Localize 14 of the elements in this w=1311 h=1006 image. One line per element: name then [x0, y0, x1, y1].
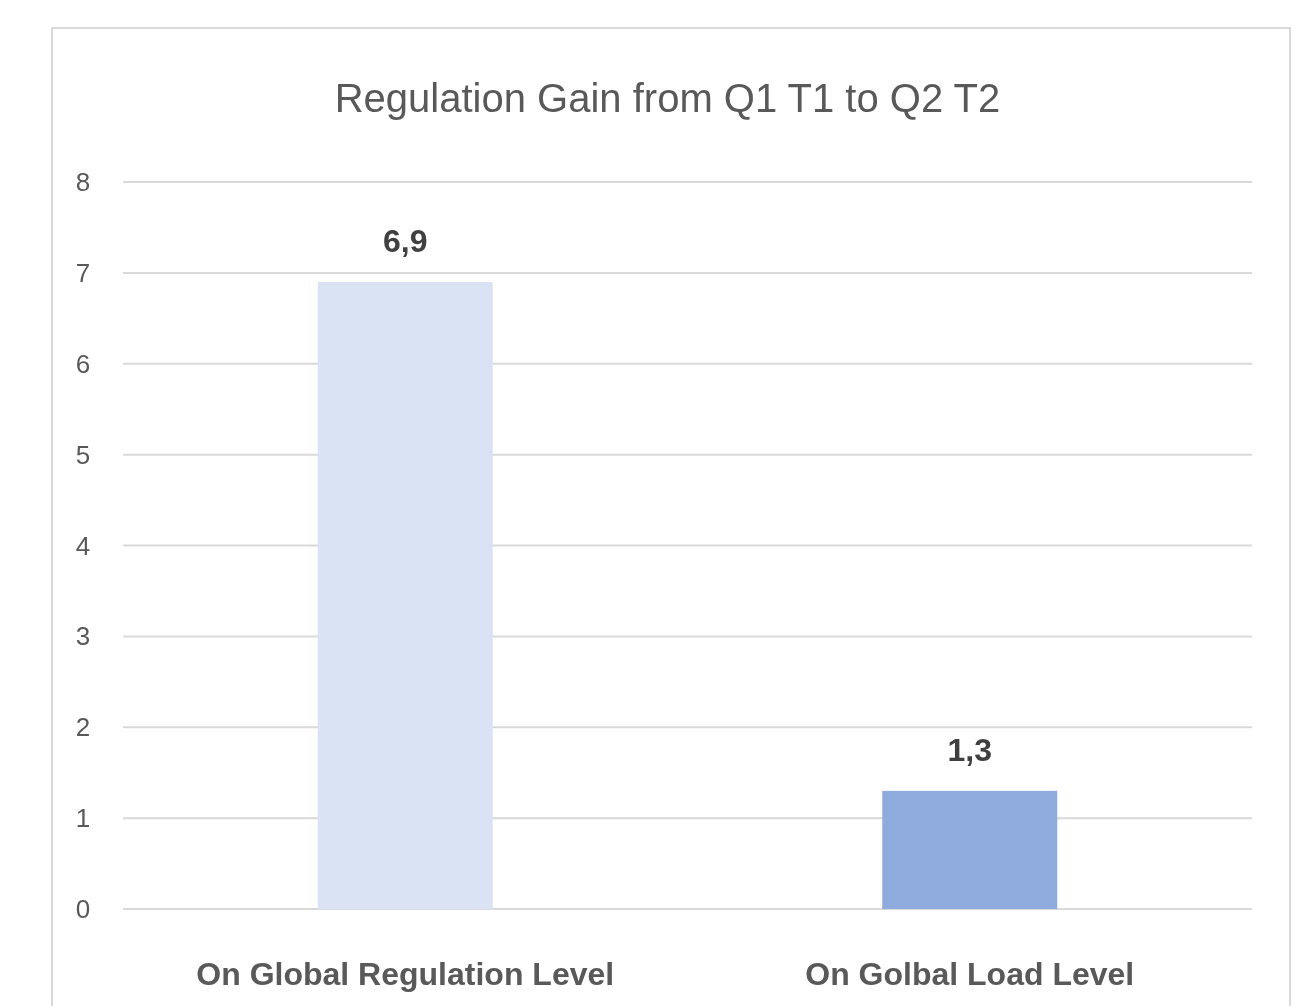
chart-title: Regulation Gain from Q1 T1 to Q2 T2	[334, 76, 1001, 120]
x-tick-label: On Global Regulation Level	[196, 956, 615, 992]
y-tick-label: 4	[75, 530, 91, 561]
data-label: 6,9	[383, 222, 428, 259]
y-tick-label: 8	[75, 167, 91, 198]
y-tick-label: 6	[75, 348, 91, 379]
y-tick-label: 0	[75, 894, 91, 925]
y-tick-label: 3	[75, 621, 91, 652]
y-tick-label: 7	[75, 257, 91, 288]
y-tick-label: 2	[75, 712, 91, 743]
y-tick-label: 1	[75, 803, 91, 834]
y-tick-label: 5	[75, 439, 91, 470]
data-label: 1,3	[947, 731, 992, 768]
x-tick-label: On Golbal Load Level	[805, 956, 1135, 992]
